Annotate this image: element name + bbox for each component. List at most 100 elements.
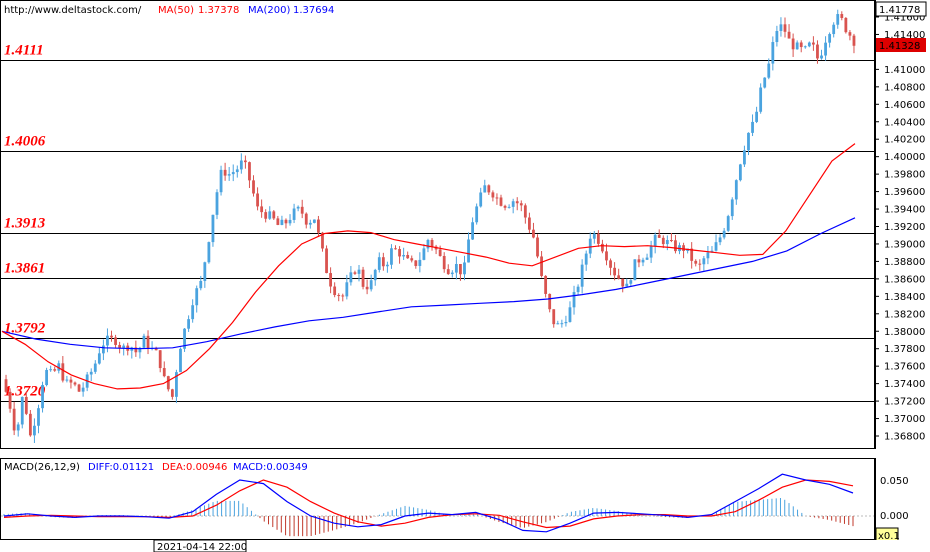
ma200-value: 1.37694 (293, 5, 334, 16)
time-strip[interactable] (0, 540, 930, 552)
candle-body (828, 34, 832, 43)
candle-body (775, 30, 779, 43)
candle-body (89, 371, 93, 375)
candle-body (158, 350, 162, 369)
candle-body (836, 14, 840, 25)
candle-body (219, 169, 223, 193)
macd-panel-frame (0, 458, 875, 540)
candle-body (138, 347, 142, 353)
candle-body (665, 240, 669, 245)
price-tick-label: 1.39000 (884, 239, 925, 250)
candle-body (73, 382, 77, 385)
candle-body (402, 255, 406, 257)
candle-body (93, 363, 97, 372)
candle-body (722, 230, 726, 238)
candle-body (771, 42, 775, 64)
candle-body (576, 286, 580, 293)
ma50-line (1, 143, 856, 390)
candle-body (682, 245, 685, 251)
candle-body (162, 368, 166, 377)
candle-body (69, 379, 73, 383)
candle-body (260, 206, 264, 213)
candle-body (734, 180, 738, 200)
candle-body (601, 243, 604, 252)
candle-body (840, 14, 844, 18)
time-label: 2021-04-14 22:00 (157, 542, 247, 552)
candle-body (548, 293, 552, 310)
candle-body (649, 246, 653, 258)
candle-body (463, 262, 466, 275)
candle-body (8, 391, 12, 409)
price-tick-label: 1.39800 (884, 170, 925, 181)
candle-body (536, 237, 539, 257)
price-tick-label: 1.37600 (884, 362, 925, 373)
candle-body (791, 38, 795, 50)
candle-body (146, 335, 150, 349)
level-label: 1.4111 (4, 43, 44, 59)
candle-body (183, 328, 186, 349)
candle-body (609, 260, 612, 268)
candle-body (288, 219, 292, 224)
candle-body (738, 164, 742, 181)
candle-body (386, 264, 389, 267)
candle-body (755, 111, 758, 122)
candle-body (523, 205, 527, 218)
candle-body (807, 42, 811, 47)
macd-tick-000: 0.000 (880, 511, 909, 522)
candle-body (373, 269, 377, 281)
candle-body (110, 335, 113, 338)
candle-body (479, 192, 483, 207)
candle-body (280, 219, 284, 225)
candle-body (568, 307, 572, 322)
price-tick-label: 1.38400 (884, 292, 925, 303)
candle-body (803, 46, 807, 48)
candle-body (422, 248, 426, 260)
zoom-label[interactable]: x0.1 (878, 531, 900, 542)
candle-body (588, 238, 592, 254)
candle-body (394, 248, 397, 250)
price-tick-label: 1.38800 (884, 257, 925, 268)
candle-body (24, 396, 28, 414)
candle-body (365, 286, 369, 290)
candle-body (292, 208, 296, 220)
candle-body (142, 335, 146, 348)
candle-body (544, 275, 548, 294)
candle-body (564, 321, 568, 324)
candle-body (661, 237, 665, 245)
candle-body (438, 249, 442, 256)
candle-body (170, 389, 174, 397)
candle-body (418, 259, 422, 266)
price-tick-label: 1.37200 (884, 397, 925, 408)
candle-body (694, 260, 698, 264)
candle-body (312, 219, 316, 223)
candle-body (787, 31, 791, 39)
candle-body (264, 212, 268, 219)
candle-body (406, 255, 410, 259)
candle-body (33, 425, 36, 436)
candle-body (852, 35, 856, 46)
candle-body (617, 275, 621, 279)
candle-body (12, 408, 16, 431)
candle-body (702, 258, 706, 265)
candle-body (154, 348, 158, 351)
candle-body (199, 280, 203, 289)
candle-body (390, 248, 393, 265)
candle-body (284, 219, 288, 224)
candle-body (329, 273, 332, 287)
candle-body (341, 295, 345, 297)
candle-body (674, 240, 677, 252)
candle-body (487, 185, 491, 193)
candle-body (726, 216, 730, 231)
candle-body (175, 372, 178, 397)
high-price-box (875, 1, 927, 17)
candle-body (231, 172, 235, 175)
diff-line (3, 473, 854, 533)
price-tick-label: 1.40800 (884, 82, 925, 93)
candle-body (442, 255, 446, 270)
candle-body (637, 259, 641, 263)
macd-histogram (3, 498, 854, 537)
candle-body (191, 305, 195, 320)
candle-body (248, 162, 251, 181)
candle-body (751, 121, 754, 133)
